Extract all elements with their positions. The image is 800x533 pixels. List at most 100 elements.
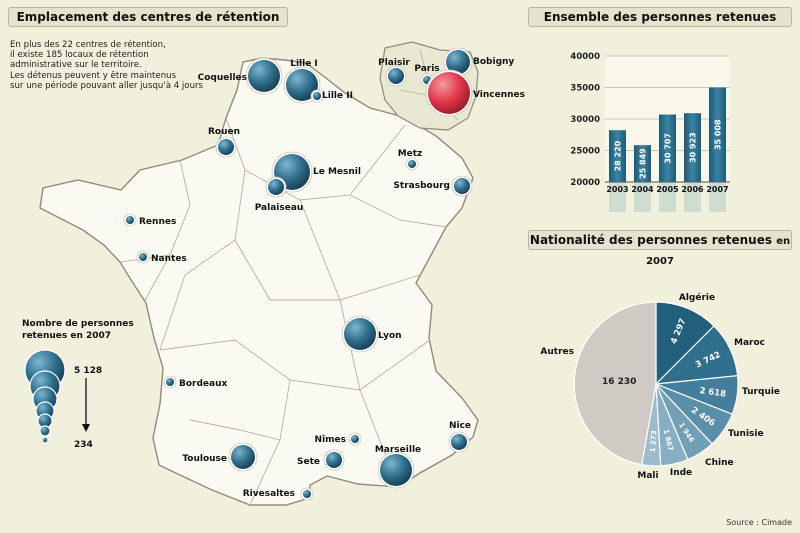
center-label-vincennes: Vincennes <box>473 90 525 100</box>
center-marker-palaiseau <box>268 179 284 195</box>
center-marker-rennes <box>126 216 134 224</box>
pie-category-label-chine: Chine <box>705 458 734 468</box>
center-marker-coquelles <box>248 60 280 92</box>
center-label-nimes: Nîmes <box>315 435 346 445</box>
bar-value-label-2006: 30 923 <box>689 132 698 163</box>
pie-title-main: Nationalité des personnes retenues <box>529 233 772 247</box>
center-label-paris: Paris <box>414 64 439 74</box>
pie-chart-title: Nationalité des personnes retenues en 20… <box>528 230 792 267</box>
center-marker-bobigny <box>446 50 470 74</box>
bar-xtick-label-2006: 2006 <box>681 185 704 194</box>
bar-xtick-label-2004: 2004 <box>631 185 654 194</box>
bar-ytick-label: 25000 <box>570 147 600 157</box>
intro-line: Les détenus peuvent y être maintenus <box>10 70 177 81</box>
center-marker-marseille <box>380 454 412 486</box>
pie-slice-autres <box>573 301 657 466</box>
bar-reflection <box>684 182 701 212</box>
center-label-bobigny: Bobigny <box>473 57 514 67</box>
bar-2004 <box>634 145 651 182</box>
pie-category-label-mali: Mali <box>637 471 658 481</box>
bar-reflection <box>634 182 651 212</box>
center-label-lille-ii: Lille II <box>322 91 353 101</box>
legend-size-circle <box>41 436 49 444</box>
legend-title-line: retenues en 2007 <box>22 331 111 341</box>
intro-line: administrative sur le territoire. <box>10 60 142 71</box>
pie-category-label-algerie: Algérie <box>679 292 715 303</box>
bar-xtick-label-2005: 2005 <box>656 185 679 194</box>
intro-text: En plus des 22 centres de rétention, il … <box>10 40 210 91</box>
pie-category-label-tunisie: Tunisie <box>728 429 764 439</box>
center-marker-nimes <box>351 435 359 443</box>
center-marker-strasbourg <box>454 178 470 194</box>
pie-slice-algerie <box>655 301 715 386</box>
bar-value-label-2005: 30 707 <box>664 133 673 164</box>
legend-arrow-head <box>82 424 90 432</box>
center-label-rouen: Rouen <box>208 127 240 137</box>
map-title: Emplacement des centres de rétention <box>8 7 288 27</box>
bar-ytick-label: 20000 <box>570 178 600 188</box>
bar-xtick-label-2003: 2003 <box>606 185 628 194</box>
legend-max-label: 5 128 <box>74 366 102 376</box>
bar-value-label-2003: 28 220 <box>614 140 623 171</box>
center-marker-vincennes <box>428 72 470 114</box>
center-label-strasbourg: Strasbourg <box>393 181 450 191</box>
pie-category-label-maroc: Maroc <box>734 338 765 348</box>
bar-2005 <box>659 114 676 182</box>
bar-2006 <box>684 113 701 182</box>
center-label-palaiseau: Palaiseau <box>255 203 304 213</box>
bar-reflection <box>609 182 626 212</box>
pie-category-label-autres: Autres <box>540 347 574 357</box>
center-marker-bordeaux <box>166 378 174 386</box>
intro-line: il existe 185 locaux de rétention <box>10 50 149 61</box>
legend-size-circle <box>39 425 51 437</box>
bar-reflection <box>659 182 676 212</box>
pie-value-label-turquie: 2 618 <box>699 386 727 400</box>
bar-xtick-label-2007: 2007 <box>706 185 728 194</box>
legend-min-label: 234 <box>74 440 93 450</box>
bar-reflection <box>709 182 726 212</box>
center-marker-plaisir <box>388 68 404 84</box>
intro-line: En plus des 22 centres de rétention, <box>10 40 166 50</box>
center-marker-lyon <box>344 318 376 350</box>
center-label-nice: Nice <box>449 421 471 431</box>
center-label-le-mesnil: Le Mesnil <box>313 167 361 177</box>
bar-value-label-2004: 25 849 <box>639 148 648 179</box>
bar-2007 <box>709 87 726 182</box>
center-marker-lille-ii <box>313 92 321 100</box>
center-marker-rivesaltes <box>303 490 311 498</box>
bar-ytick-label: 40000 <box>570 52 600 62</box>
center-marker-metz <box>408 160 416 168</box>
center-label-bordeaux: Bordeaux <box>179 379 228 389</box>
center-label-toulouse: Toulouse <box>182 454 227 464</box>
center-label-rennes: Rennes <box>139 217 176 227</box>
center-marker-toulouse <box>231 445 255 469</box>
bar-ytick-label: 30000 <box>570 115 600 125</box>
bar-2003 <box>609 130 626 182</box>
pie-value-label-autres: 16 230 <box>602 377 636 387</box>
pie-category-label-turquie: Turquie <box>742 387 780 397</box>
legend-title-line: Nombre de personnes <box>22 319 134 329</box>
center-marker-rouen <box>218 139 234 155</box>
bar-value-label-2007: 35 008 <box>714 119 723 150</box>
bar-chart-title: Ensemble des personnes retenues <box>528 7 792 27</box>
pie-title-suffix: en 2007 <box>646 236 791 267</box>
source-note: Source : Cimade <box>726 518 792 527</box>
center-label-rivesaltes: Rivesaltes <box>243 489 295 499</box>
center-label-coquelles: Coquelles <box>198 73 247 83</box>
center-label-plaisir: Plaisir <box>378 58 410 68</box>
center-label-nantes: Nantes <box>151 254 187 264</box>
center-marker-sete <box>326 452 342 468</box>
center-marker-nantes <box>139 253 147 261</box>
pie-value-label-mali: 1 273 <box>649 430 658 452</box>
center-label-lille-i: Lille I <box>290 59 318 69</box>
intro-line: sur une période pouvant aller jusqu'à 4 … <box>10 80 204 91</box>
bar-ytick-label: 35000 <box>570 84 600 94</box>
center-label-lyon: Lyon <box>378 331 402 341</box>
center-label-metz: Metz <box>398 149 423 159</box>
center-label-marseille: Marseille <box>375 445 421 455</box>
pie-category-label-inde: Inde <box>670 468 692 478</box>
center-marker-nice <box>451 434 467 450</box>
center-label-sete: Sete <box>297 457 320 467</box>
